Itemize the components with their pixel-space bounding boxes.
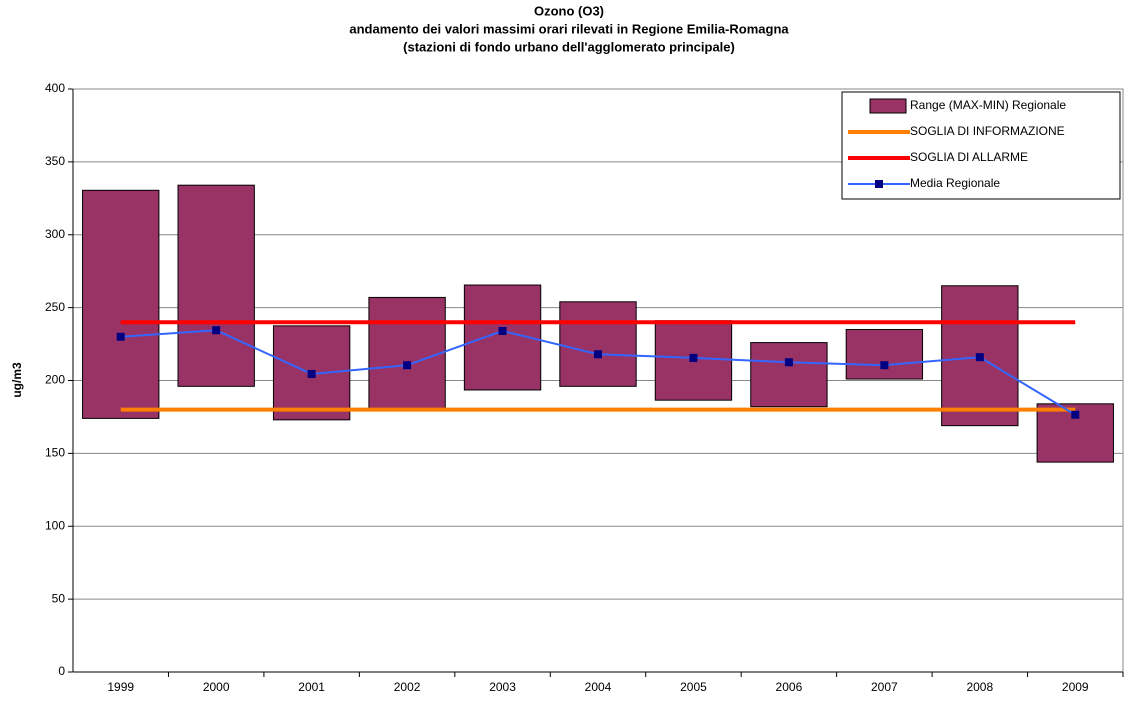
range-bar: [368, 296, 446, 411]
marker: [212, 326, 221, 335]
y-tick-label: 400: [45, 81, 65, 95]
x-tick-label: 2006: [776, 680, 803, 694]
range-bar: [750, 342, 828, 408]
legend-label: Range (MAX-MIN) Regionale: [910, 98, 1066, 112]
marker: [689, 353, 698, 362]
marker: [498, 326, 507, 335]
x-tick-label: 2007: [871, 680, 898, 694]
y-axis-label: ug/m3: [10, 362, 24, 398]
range-bar: [845, 328, 924, 380]
y-tick-label: 150: [45, 446, 65, 460]
legend-label: Media Regionale: [910, 176, 1000, 190]
x-tick-label: 2008: [966, 680, 993, 694]
chart-subtitle: (stazioni di fondo urbano dell'agglomera…: [403, 39, 735, 54]
x-tick-label: 1999: [107, 680, 134, 694]
x-tick-label: 2002: [394, 680, 421, 694]
range-bar: [177, 184, 255, 387]
chart-title: Ozono (O3): [534, 3, 604, 18]
x-tick-label: 2000: [203, 680, 230, 694]
marker: [307, 369, 316, 378]
marker: [1071, 410, 1080, 419]
marker: [403, 361, 412, 370]
x-tick-label: 2001: [298, 680, 325, 694]
y-tick-label: 200: [45, 373, 65, 387]
y-tick-label: 50: [52, 591, 66, 605]
legend-label: SOGLIA DI INFORMAZIONE: [910, 124, 1065, 138]
marker: [880, 361, 889, 370]
x-tick-label: 2004: [585, 680, 612, 694]
range-bar: [82, 189, 160, 419]
range-bar: [559, 301, 637, 387]
marker: [784, 358, 793, 367]
y-tick-label: 350: [45, 154, 65, 168]
marker: [594, 350, 602, 359]
legend-label: SOGLIA DI ALLARME: [910, 150, 1028, 164]
marker: [975, 353, 984, 362]
y-tick-label: 250: [45, 300, 65, 314]
legend-marker: [875, 180, 883, 188]
x-tick-label: 2003: [489, 680, 516, 694]
y-tick-label: 300: [45, 227, 65, 241]
x-tick-label: 2005: [680, 680, 707, 694]
x-tick-label: 2009: [1062, 680, 1089, 694]
legend-swatch: [869, 98, 907, 114]
y-tick-label: 100: [45, 518, 65, 532]
marker: [116, 332, 125, 341]
chart-subtitle: andamento dei valori massimi orari rilev…: [349, 21, 789, 36]
y-tick-label: 0: [58, 664, 65, 678]
